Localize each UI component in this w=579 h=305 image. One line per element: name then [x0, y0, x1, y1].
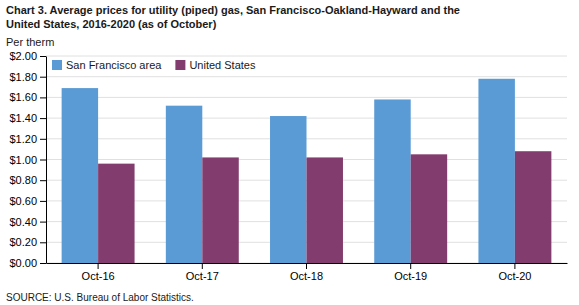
tick-mark	[40, 139, 46, 140]
tick: Oct-18	[290, 263, 323, 282]
bar	[202, 157, 238, 263]
tick: $0.40	[9, 216, 46, 228]
title: United States, 2016-2020 (as of October)	[6, 18, 217, 30]
tick: $1.40	[9, 112, 46, 124]
tick: $0.80	[9, 174, 46, 186]
tick-label: $0.60	[9, 195, 37, 207]
bar	[307, 157, 343, 263]
legend-label: United States	[189, 59, 256, 71]
tick-label: $0.80	[9, 174, 37, 186]
series	[98, 151, 551, 263]
tick-label: Oct-19	[394, 270, 427, 282]
tick-label: $1.60	[9, 91, 37, 103]
tick: $1.20	[9, 133, 46, 145]
tick-label: Oct-16	[82, 270, 115, 282]
axis-line	[46, 57, 47, 264]
tick-mark	[202, 263, 203, 269]
tick-mark	[40, 222, 46, 223]
bar	[411, 154, 447, 263]
tick-mark	[40, 263, 46, 264]
tick-mark	[40, 180, 46, 181]
y-axis: $0.00 $0.20 $0.40 $0.60 $0.80 $1.00 $1.20 $1.40…	[9, 50, 46, 269]
tick-mark	[410, 263, 411, 269]
bar	[478, 79, 514, 263]
tick-label: $1.40	[9, 112, 37, 124]
bar	[98, 164, 134, 263]
tick-mark	[40, 242, 46, 243]
chart: Chart 3. Average prices for utility (pip…	[0, 0, 579, 305]
tick-mark	[40, 56, 46, 57]
tick: Oct-19	[394, 263, 427, 282]
tick: $0.00	[9, 257, 46, 269]
tick: $2.00	[9, 50, 46, 62]
tick-mark	[514, 263, 515, 269]
tick: Oct-16	[82, 263, 115, 282]
tick-mark	[40, 118, 46, 119]
tick-mark	[98, 263, 99, 269]
tick: Oct-20	[498, 263, 531, 282]
legend-label: San Francisco area	[66, 59, 162, 71]
legend: San Francisco area United States	[52, 59, 256, 71]
tick-label: $1.80	[9, 71, 37, 83]
tick: $0.60	[9, 195, 46, 207]
tick-label: Oct-17	[186, 270, 219, 282]
tick-label: $0.00	[9, 257, 37, 269]
tick-mark	[40, 201, 46, 202]
plot: $0.00 $0.20 $0.40 $0.60 $0.80 $1.00 $1.20 $1.40…	[9, 50, 567, 282]
tick-label: $0.20	[9, 236, 37, 248]
bar	[62, 88, 98, 263]
tick-mark	[40, 77, 46, 78]
grid-line	[46, 76, 567, 77]
legend-swatch	[175, 60, 185, 70]
tick: $1.60	[9, 91, 46, 103]
tick: $1.80	[9, 71, 46, 83]
tick: $0.20	[9, 236, 46, 248]
tick: Oct-17	[186, 263, 219, 282]
series	[62, 79, 515, 263]
source: SOURCE: U.S. Bureau of Labor Statistics.	[6, 292, 194, 303]
tick-label: Oct-18	[290, 270, 323, 282]
tick: $1.00	[9, 154, 46, 166]
bar	[166, 106, 202, 263]
bar	[270, 116, 306, 263]
title: Chart 3. Average prices for utility (pip…	[6, 4, 460, 16]
tick-label: $2.00	[9, 50, 37, 62]
y-axis-title: Per therm	[6, 36, 54, 48]
bars	[62, 79, 552, 263]
tick-label: Oct-20	[498, 270, 531, 282]
bar	[515, 151, 551, 263]
bar	[374, 99, 410, 263]
tick-label: $0.40	[9, 216, 37, 228]
grid-line	[46, 56, 567, 57]
legend-item: San Francisco area	[52, 59, 162, 71]
legend-swatch	[52, 60, 62, 70]
x-axis: Oct-16 Oct-17 Oct-18 Oct-19 Oct-20	[47, 263, 568, 282]
legend-item: United States	[175, 59, 256, 71]
tick-mark	[40, 97, 46, 98]
tick-label: $1.00	[9, 154, 37, 166]
tick-label: $1.20	[9, 133, 37, 145]
tick-mark	[40, 160, 46, 161]
tick-mark	[306, 263, 307, 269]
grid	[46, 56, 567, 263]
